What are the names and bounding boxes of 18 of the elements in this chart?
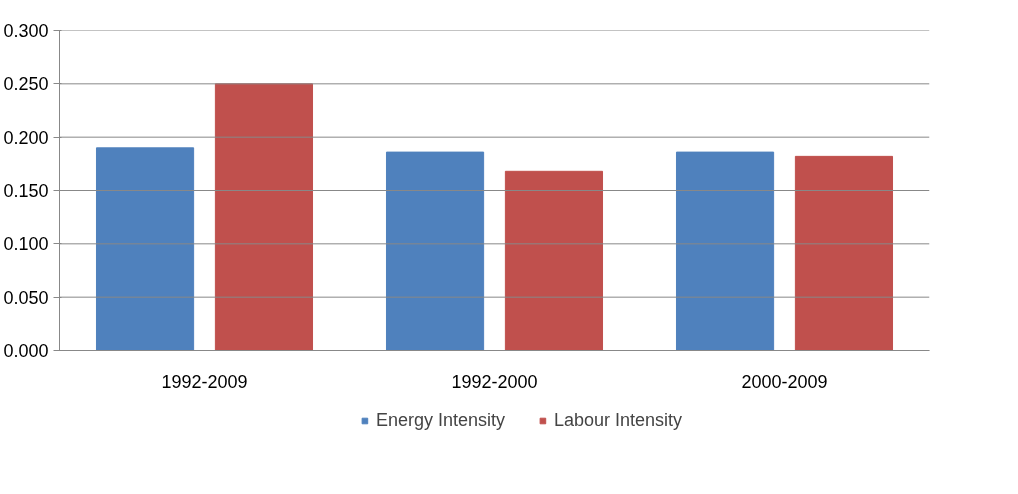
y-tick-label: 0.050 <box>3 287 49 308</box>
x-tick-label: 1992-2000 <box>451 371 538 392</box>
legend-label: Energy Intensity <box>375 409 505 431</box>
bar <box>675 151 775 351</box>
y-tick-label: 0.150 <box>3 181 49 201</box>
bar <box>794 155 894 351</box>
y-tick-label: 0.250 <box>3 74 49 95</box>
bar <box>214 83 314 351</box>
y-tick-label: 0.300 <box>3 21 49 41</box>
bar <box>95 147 195 351</box>
y-tick-label: 0.100 <box>3 234 49 255</box>
legend-label: Labour Intensity <box>553 409 683 431</box>
bar <box>504 170 604 351</box>
y-tick-label: 0.200 <box>3 127 49 148</box>
bar <box>385 151 485 351</box>
x-tick-label: 1992-2009 <box>161 371 248 392</box>
y-tick-label: 0.000 <box>3 341 49 361</box>
x-tick-label: 2000-2009 <box>741 371 828 392</box>
